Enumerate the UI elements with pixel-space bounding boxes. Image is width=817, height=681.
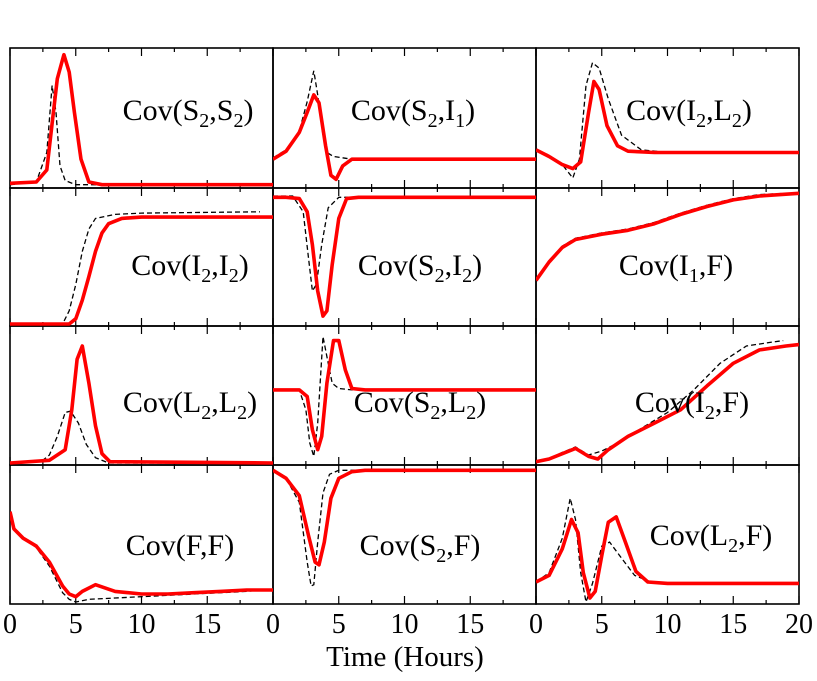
x-tick-label: 5 xyxy=(69,609,83,640)
x-tick-label: 15 xyxy=(456,609,484,640)
x-tick-label: 10 xyxy=(391,609,419,640)
model-series-line xyxy=(536,79,799,171)
model-series-line xyxy=(536,515,799,600)
panel-title: Cov(I2,I2) xyxy=(131,249,249,287)
model-series-line xyxy=(273,93,536,182)
panel-title: Cov(I2,L2) xyxy=(626,94,752,132)
panel-title: Cov(I1,F) xyxy=(619,249,733,287)
x-tick-label: 10 xyxy=(654,609,682,640)
panel-title: Cov(L2,F) xyxy=(650,519,773,557)
model-series-line xyxy=(273,338,536,452)
x-tick-label: 20 xyxy=(785,609,813,640)
x-tick-label: 10 xyxy=(128,609,156,640)
x-tick-label: 15 xyxy=(719,609,747,640)
panel-title: Cov(F,F) xyxy=(126,529,234,562)
x-tick-label: 15 xyxy=(193,609,221,640)
x-tick-label: 0 xyxy=(266,609,280,640)
model-series-line xyxy=(273,468,536,567)
model-series-line xyxy=(10,344,273,465)
panel-title: Cov(S2,S2) xyxy=(123,94,254,132)
model-series-line xyxy=(10,215,273,326)
panel-title: Cov(L2,L2) xyxy=(123,386,257,424)
x-tick-label: 0 xyxy=(529,609,543,640)
panel-title: Cov(S2,I1) xyxy=(351,94,475,132)
x-axis-label: Time (Hours) xyxy=(326,641,484,673)
reference-series-line xyxy=(536,61,799,180)
x-tick-label: 5 xyxy=(332,609,346,640)
reference-series-line xyxy=(10,211,260,325)
x-tick-label: 5 xyxy=(595,609,609,640)
model-series-line xyxy=(10,511,273,599)
model-series-line xyxy=(10,52,273,187)
reference-series-line xyxy=(273,195,536,293)
model-series-line xyxy=(273,195,536,318)
panel-title: Cov(S2,F) xyxy=(360,529,481,567)
model-series-line xyxy=(536,342,799,464)
reference-series-line xyxy=(273,336,536,457)
x-tick-label: 0 xyxy=(3,609,17,640)
panel-title: Cov(S2,L2) xyxy=(354,386,487,424)
model-series-line xyxy=(536,191,799,282)
reference-series-line xyxy=(273,469,536,587)
panel-title: Cov(I2,F) xyxy=(635,386,749,424)
reference-series-line xyxy=(273,70,536,160)
panel-title: Cov(S2,I2) xyxy=(358,249,482,287)
reference-series-line xyxy=(10,85,273,186)
